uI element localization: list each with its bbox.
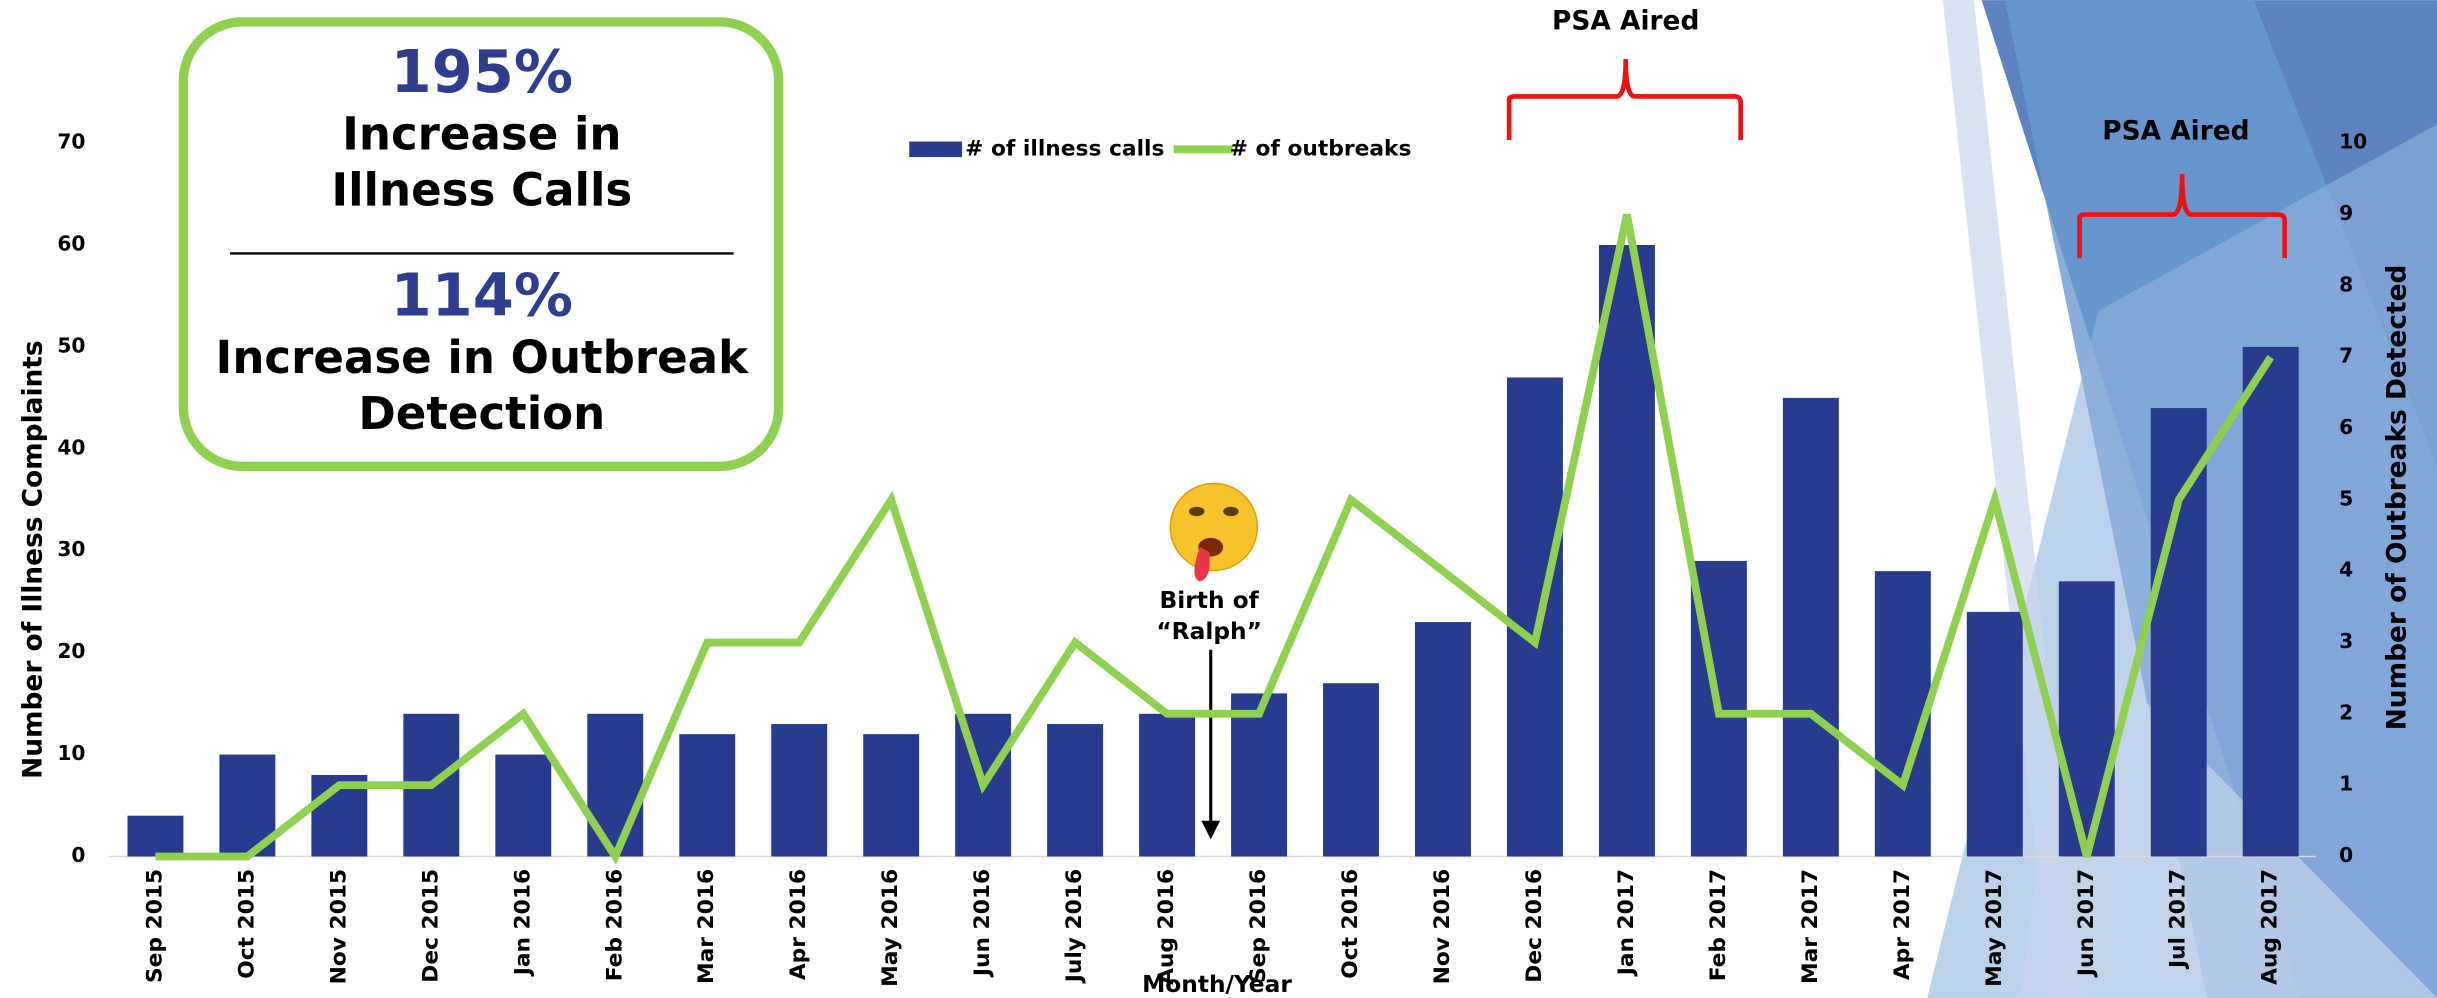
x-tick-label: Mar 2016 xyxy=(694,869,719,984)
y-tick-label: 60 xyxy=(57,231,85,255)
x-tick-label: May 2016 xyxy=(878,869,903,987)
callout-label: Increase in Illness Calls xyxy=(202,106,762,218)
bar xyxy=(2243,347,2299,857)
bar xyxy=(1323,683,1379,856)
x-tick-label: Feb 2016 xyxy=(602,869,627,981)
y2-tick-label: 6 xyxy=(2339,415,2353,439)
y-tick-label: 20 xyxy=(57,639,85,663)
y2-tick-label: 3 xyxy=(2339,629,2353,653)
bar xyxy=(1139,714,1195,857)
y2-tick-label: 4 xyxy=(2339,558,2353,582)
y-tick-label: 10 xyxy=(57,741,85,765)
bar xyxy=(1783,398,1839,857)
bar xyxy=(1415,622,1471,856)
callout-label: Increase in Outbreak Detection xyxy=(202,330,762,442)
x-tick-label: Mar 2017 xyxy=(1798,869,1823,984)
callout-stat: 114% xyxy=(202,261,762,329)
callout-stat: 195% xyxy=(202,37,762,105)
y2-tick-label: 0 xyxy=(2339,843,2353,867)
bar xyxy=(2059,581,2115,856)
y-tick-label: 30 xyxy=(57,537,85,561)
x-tick-label: May 2017 xyxy=(1982,869,2007,987)
x-tick-label: Apr 2017 xyxy=(1890,869,1915,980)
x-tick-label: Aug 2016 xyxy=(1154,869,1179,985)
y2-tick-label: 10 xyxy=(2339,130,2367,154)
y2-tick-label: 7 xyxy=(2339,344,2353,368)
y2-tick-label: 9 xyxy=(2339,201,2353,225)
annotation: PSA Aired xyxy=(2102,116,2249,147)
chart: 195% Increase in Illness Calls 114% Incr… xyxy=(0,0,2437,998)
bar xyxy=(771,724,827,856)
y2-tick-label: 2 xyxy=(2339,700,2353,724)
y2-tick-label: 5 xyxy=(2339,486,2353,510)
arrow-head xyxy=(1201,821,1220,840)
y-axis-title: Number of Illness Complaints xyxy=(18,340,49,779)
bar xyxy=(679,734,735,856)
x-tick-label: Jan 2017 xyxy=(1614,869,1639,977)
y2-axis-title: Number of Outbreaks Detected xyxy=(2382,265,2413,731)
legend-label: # of illness calls xyxy=(965,136,1164,161)
legend-label: # of outbreaks xyxy=(1230,136,1412,161)
x-tick-label: Jan 2016 xyxy=(510,869,535,977)
y-tick-label: 40 xyxy=(57,435,85,459)
y2-tick-label: 8 xyxy=(2339,272,2353,296)
bar xyxy=(863,734,919,856)
x-tick-label: Nov 2016 xyxy=(1430,869,1455,984)
y-tick-label: 50 xyxy=(57,333,85,357)
bracket xyxy=(1509,59,1741,140)
y-tick-label: 70 xyxy=(57,130,85,154)
y-tick-label: 0 xyxy=(71,843,85,867)
x-tick-label: Sep 2016 xyxy=(1246,869,1271,983)
y2-tick-label: 1 xyxy=(2339,772,2353,796)
bar xyxy=(127,816,183,857)
bar xyxy=(1967,612,2023,857)
page: {"chart_data":{"type":"bar", "categories… xyxy=(0,0,2437,998)
x-tick-label: Feb 2017 xyxy=(1706,869,1731,981)
x-tick-label: Jun 2016 xyxy=(970,869,995,978)
x-tick-label: July 2016 xyxy=(1062,869,1087,984)
x-tick-label: Oct 2016 xyxy=(1338,869,1363,979)
x-tick-label: Apr 2016 xyxy=(786,869,811,980)
x-tick-label: Dec 2015 xyxy=(418,869,443,983)
callout-bottom: 114% Increase in Outbreak Detection xyxy=(202,261,762,463)
annotation: PSA Aired xyxy=(1552,5,1699,36)
bar xyxy=(587,714,643,857)
bar xyxy=(1507,377,1563,856)
annotation: Birth of “Ralph” xyxy=(1131,584,1286,646)
bar xyxy=(1047,724,1103,856)
x-tick-label: Oct 2015 xyxy=(234,869,259,979)
x-tick-label: Jul 2017 xyxy=(2166,869,2191,970)
birth-note: Birth of “Ralph” xyxy=(1131,584,1286,652)
x-tick-label: Dec 2016 xyxy=(1522,869,1547,983)
x-tick-label: Jun 2017 xyxy=(2074,869,2099,978)
emoji xyxy=(1170,483,1257,581)
x-tick-label: Nov 2015 xyxy=(326,869,351,984)
legend-swatch xyxy=(909,142,962,158)
callout-top: 195% Increase in Illness Calls xyxy=(202,37,762,255)
x-tick-label: Aug 2017 xyxy=(2258,869,2283,985)
bar xyxy=(1231,693,1287,856)
x-tick-label: Sep 2015 xyxy=(142,869,167,983)
bar xyxy=(495,755,551,857)
